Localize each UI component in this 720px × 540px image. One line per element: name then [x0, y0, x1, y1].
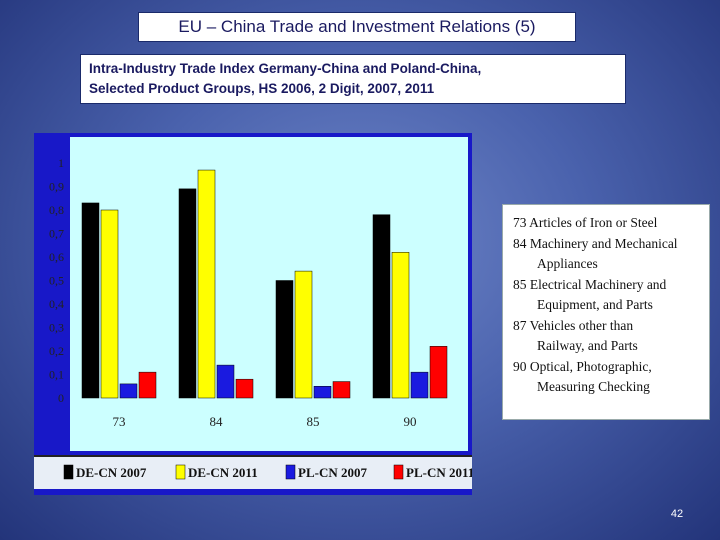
legend-swatch — [175, 464, 186, 480]
legend-line: Equipment, and Parts — [537, 297, 653, 312]
bar-chart: 0 0,1 0,2 0,3 0,4 0,5 0,6 0,7 0,8 0,9 1 73 84 85 90 DE-… — [34, 137, 472, 489]
y-tick-label: 0 — [58, 391, 64, 405]
x-tick-label: 85 — [307, 414, 320, 429]
bar — [410, 371, 429, 399]
legend-line: Appliances — [537, 256, 598, 271]
bar — [216, 364, 235, 399]
y-tick-label: 0,7 — [49, 227, 64, 241]
y-tick-label: 0,9 — [49, 180, 64, 194]
subtitle-line-1: Intra-Industry Trade Index Germany-China… — [89, 61, 482, 76]
legend-label: PL-CN 2007 — [298, 465, 367, 480]
x-tick-label: 73 — [113, 414, 126, 429]
chart-panel: 0 0,1 0,2 0,3 0,4 0,5 0,6 0,7 0,8 0,9 1 73 84 85 90 DE-… — [34, 133, 472, 495]
legend-line: 84 Machinery and Mechanical — [513, 235, 678, 251]
bar — [391, 252, 410, 399]
y-tick-label: 0,3 — [49, 321, 64, 335]
legend-label: DE-CN 2011 — [188, 465, 258, 480]
legend-label: DE-CN 2007 — [76, 465, 147, 480]
y-tick-label: 0,4 — [49, 297, 64, 311]
y-tick-label: 1 — [58, 156, 64, 170]
legend-line: 87 Vehicles other than — [513, 317, 634, 333]
series-legend-border — [34, 455, 472, 457]
y-tick-label: 0,2 — [49, 344, 64, 358]
page-number: 42 — [670, 508, 684, 520]
bar — [81, 202, 100, 399]
y-tick-label: 0,8 — [49, 203, 64, 217]
bar — [294, 270, 313, 399]
legend-line: 85 Electrical Machinery and — [513, 276, 667, 292]
bar — [100, 209, 119, 399]
y-tick-label: 0,1 — [49, 368, 64, 382]
bar — [235, 378, 254, 399]
product-group-legend: 73 Articles of Iron or Steel 84 Machinery… — [502, 204, 710, 420]
legend-line: Railway, and Parts — [537, 338, 638, 353]
y-tick-label: 0,6 — [49, 250, 64, 264]
bar — [138, 371, 157, 399]
x-tick-label: 90 — [404, 414, 417, 429]
legend-line: 73 Articles of Iron or Steel — [513, 215, 658, 230]
legend-swatch — [285, 464, 296, 480]
bar — [313, 386, 332, 399]
bar — [119, 383, 138, 399]
x-tick-label: 84 — [210, 414, 224, 429]
legend-label: PL-CN 2011 — [406, 465, 472, 480]
legend-line: Measuring Checking — [537, 379, 650, 394]
bar — [275, 280, 294, 399]
chart-subtitle: Intra-Industry Trade Index Germany-China… — [80, 54, 626, 104]
legend-line: 90 Optical, Photographic, — [513, 358, 652, 374]
legend-swatch — [63, 464, 74, 480]
bar — [332, 381, 351, 399]
bar — [372, 214, 391, 399]
bar — [197, 169, 216, 399]
subtitle-line-2: Selected Product Groups, HS 2006, 2 Digi… — [89, 81, 435, 96]
slide-title: EU – China Trade and Investment Relation… — [138, 12, 576, 42]
legend-swatch — [393, 464, 404, 480]
y-tick-label: 0,5 — [49, 274, 64, 288]
bar — [429, 346, 448, 399]
bar — [178, 188, 197, 399]
